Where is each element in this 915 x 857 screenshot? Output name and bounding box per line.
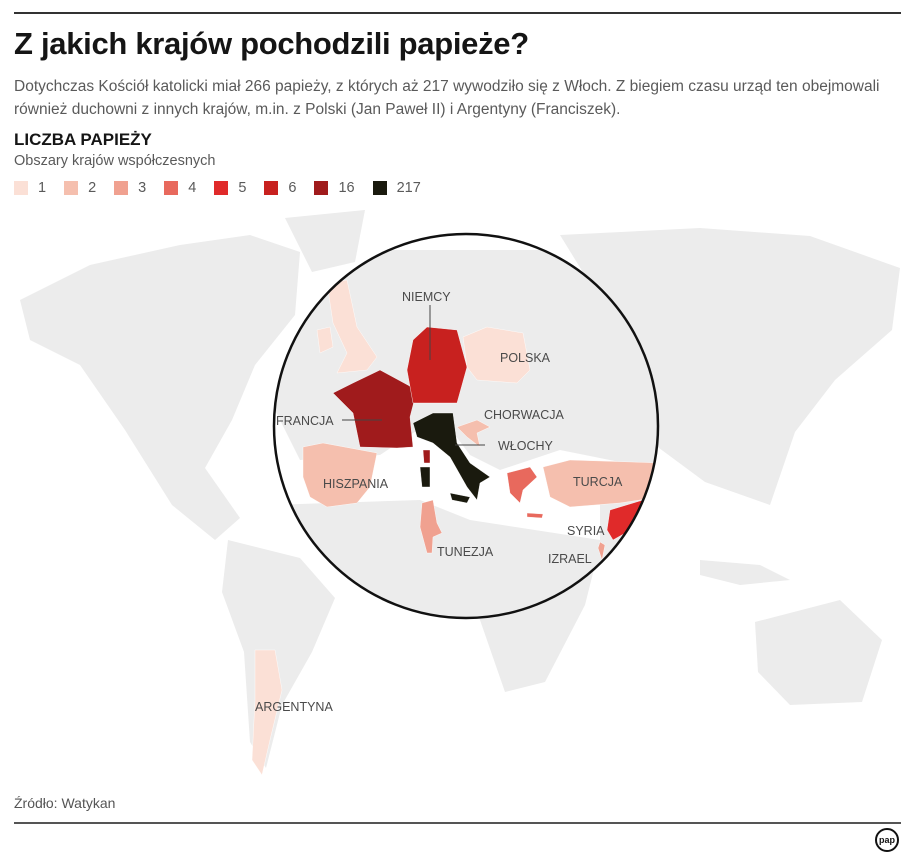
greenland — [285, 210, 365, 272]
legend-swatch — [372, 181, 387, 195]
country-uk — [326, 279, 378, 374]
australia — [755, 600, 882, 705]
indonesia — [700, 560, 790, 585]
intro-text: Dotychczas Kościół katolicki miał 266 pa… — [14, 78, 880, 118]
legend-item: 3 — [114, 180, 146, 196]
label-tunezja: TUNEZJA — [437, 545, 494, 559]
country-spain — [302, 442, 378, 508]
legend-subtitle: Obszary krajów współczesnych — [14, 153, 216, 169]
legend-item: 2 — [64, 180, 96, 196]
legend-swatch — [64, 181, 79, 195]
country-tunisia — [419, 499, 443, 554]
legend-swatch — [114, 181, 129, 195]
legend-item: 16 — [314, 180, 355, 196]
legend-item: 5 — [214, 180, 246, 196]
label-wlochy: WŁOCHY — [498, 439, 554, 453]
label-izrael: IZRAEL — [548, 552, 592, 566]
country-ireland — [316, 326, 334, 354]
europe-inset — [274, 250, 658, 618]
north-america — [20, 235, 300, 540]
country-turkey — [542, 459, 658, 508]
bottom-rule — [14, 822, 901, 824]
legend-item: 1 — [14, 180, 46, 196]
country-germany — [406, 326, 468, 404]
label-francja: FRANCJA — [276, 414, 334, 428]
legend-item: 4 — [164, 180, 196, 196]
corsica — [422, 449, 431, 464]
legend-title: LICZBA PAPIEŻY — [14, 130, 152, 149]
legend-swatch — [214, 181, 229, 195]
label-polska: POLSKA — [500, 351, 551, 365]
legend-swatch — [264, 181, 279, 195]
label-turcja: TURCJA — [573, 475, 623, 489]
source-note: Źródło: Watykan — [14, 795, 116, 811]
legend-swatch — [164, 181, 179, 195]
legend-label: 6 — [288, 180, 297, 196]
legend-label: 16 — [338, 180, 355, 196]
country-france — [332, 369, 418, 449]
legend: 1 2 3 4 5 6 16 217 — [14, 180, 439, 196]
legend-label: 5 — [238, 180, 247, 196]
page-title: Z jakich krajów pochodzili papieże? — [14, 26, 529, 61]
label-argentyna: ARGENTYNA — [255, 700, 333, 714]
legend-item: 6 — [264, 180, 296, 196]
pap-logo: pap — [875, 828, 899, 852]
legend-label: 4 — [188, 180, 197, 196]
leader-lines — [342, 305, 485, 446]
legend-swatch — [14, 181, 28, 195]
legend-swatch — [314, 181, 329, 195]
legend-item: 217 — [372, 180, 421, 196]
country-greece — [506, 466, 544, 519]
south-america — [222, 540, 335, 768]
label-hiszpania: HISZPANIA — [323, 477, 389, 491]
legend-label: 3 — [138, 180, 147, 196]
legend-label: 1 — [38, 180, 47, 196]
legend-label: 217 — [396, 180, 421, 196]
country-italy — [412, 412, 491, 504]
country-argentina — [251, 649, 283, 776]
label-chorwacja: CHORWACJA — [484, 408, 565, 422]
label-syria: SYRIA — [567, 524, 605, 538]
top-rule — [14, 12, 901, 14]
label-niemcy: NIEMCY — [402, 290, 451, 304]
country-poland — [462, 326, 531, 384]
legend-label: 2 — [88, 180, 97, 196]
country-croatia — [456, 419, 491, 448]
zoom-circle-outline — [272, 232, 660, 620]
